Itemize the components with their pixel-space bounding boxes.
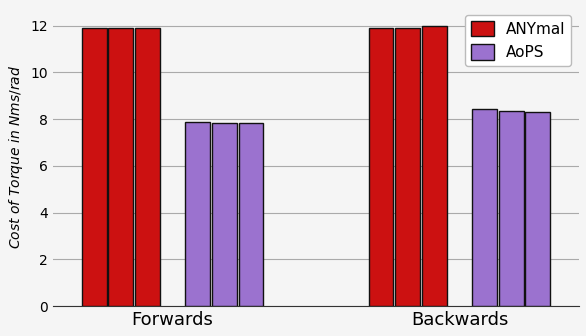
Bar	[108, 28, 134, 306]
Y-axis label: Cost of Torque in $Nms/rad$: Cost of Torque in $Nms/rad$	[7, 65, 25, 249]
Legend: ANYmal, AoPS: ANYmal, AoPS	[465, 14, 571, 67]
Bar	[239, 123, 264, 306]
Bar	[472, 109, 497, 306]
Bar	[526, 112, 550, 306]
Bar	[499, 111, 523, 306]
Bar	[185, 122, 210, 306]
Bar	[81, 28, 107, 306]
Bar	[135, 28, 160, 306]
Bar	[422, 26, 447, 306]
Bar	[396, 28, 420, 306]
Bar	[212, 123, 237, 306]
Bar	[369, 28, 393, 306]
